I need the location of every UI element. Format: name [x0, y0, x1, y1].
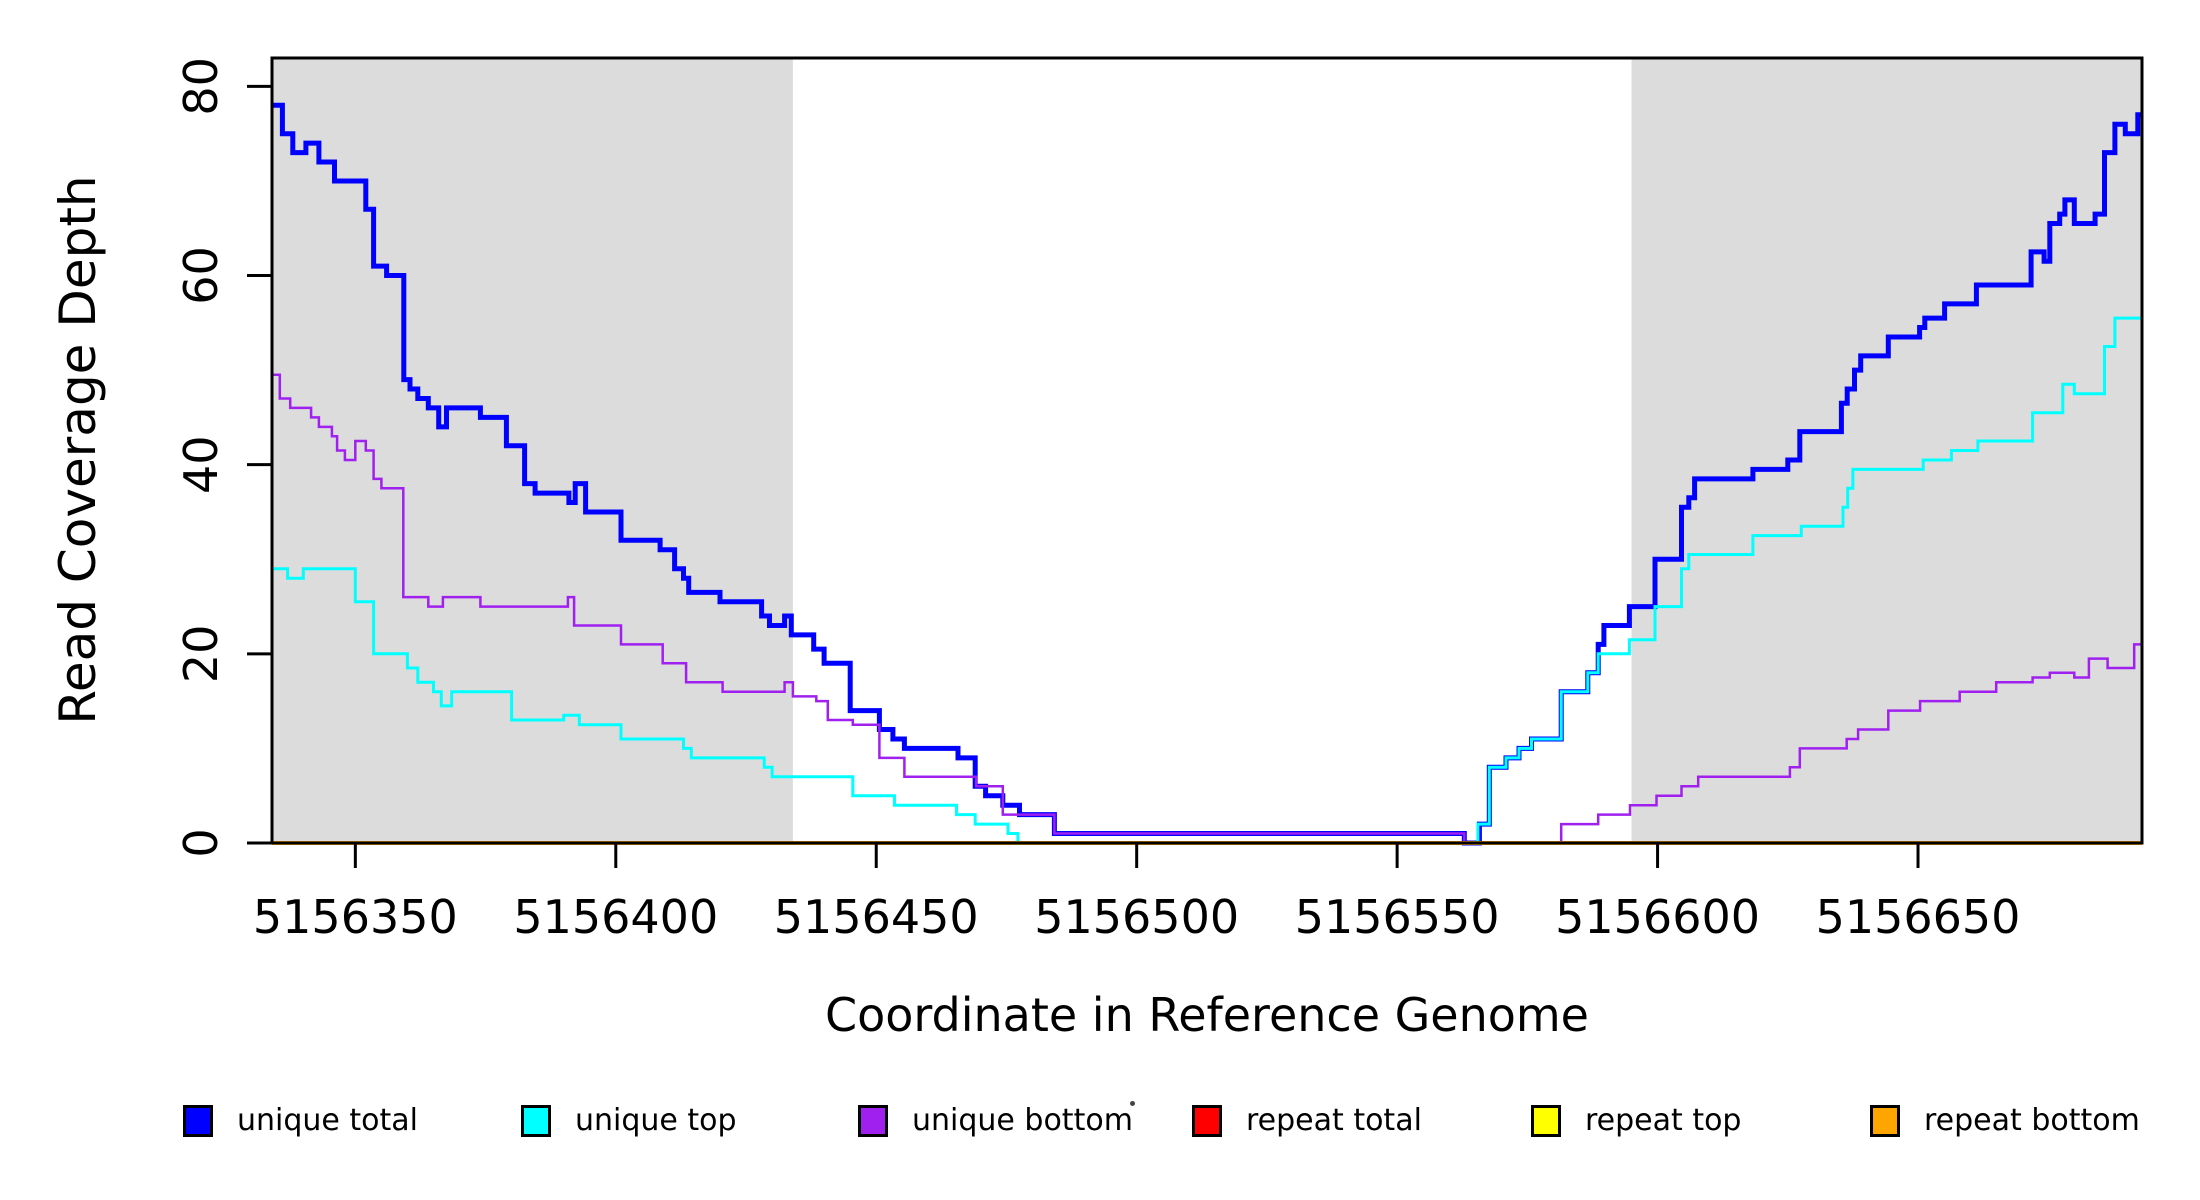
y-tick-label: 80 [174, 57, 228, 116]
shaded-region-1 [1631, 58, 2142, 843]
y-tick-label: 20 [174, 625, 228, 684]
y-axis-title: Read Coverage Depth [49, 175, 107, 725]
y-tick-label: 60 [174, 246, 228, 305]
series-line-unique-bottom [272, 373, 2142, 845]
plot-border [270, 56, 2144, 845]
shaded-region-0 [272, 58, 793, 843]
x-axis-title: Coordinate in Reference Genome [825, 988, 1589, 1042]
y-tick-label: 0 [174, 828, 228, 857]
x-tick-label: 5156650 [1816, 890, 2021, 944]
x-tick-label: 5156550 [1295, 890, 1500, 944]
x-tick-label: 5156450 [774, 890, 979, 944]
x-tick-label: 5156500 [1034, 890, 1239, 944]
x-tick-label: 5156400 [513, 890, 718, 944]
x-tick-label: 5156600 [1555, 890, 1760, 944]
series-line-unique-top [272, 316, 2142, 845]
y-tick-label: 40 [174, 435, 228, 494]
x-tick-label: 5156350 [253, 890, 458, 944]
